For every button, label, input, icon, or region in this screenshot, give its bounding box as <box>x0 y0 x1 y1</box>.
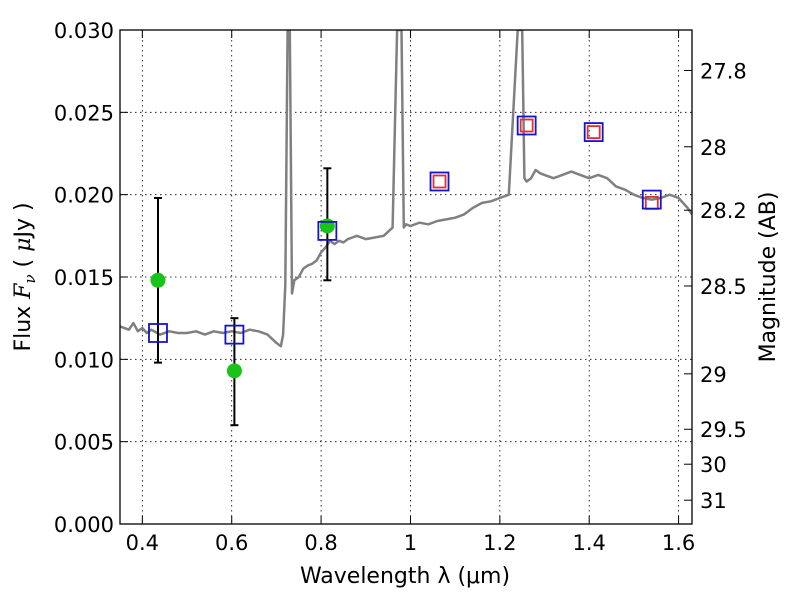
y-tick-label: 0.020 <box>54 184 114 208</box>
observed-point <box>319 218 335 234</box>
y2-tick-label: 29 <box>700 363 727 387</box>
y-tick-label: 0.015 <box>54 266 114 290</box>
y2-axis-label: Magnitude (AB) <box>756 192 781 363</box>
model-point <box>317 220 338 241</box>
y-tick-label: 0.000 <box>54 513 114 537</box>
x-tick-label: 1.2 <box>483 531 516 555</box>
x-tick-label: 1.6 <box>662 531 695 555</box>
x-axis-label: Wavelength λ (μm) <box>300 564 510 589</box>
nir-point <box>519 118 534 133</box>
model-point <box>641 189 662 210</box>
y-tick-label: 0.010 <box>54 348 114 372</box>
x-tick-label: 0.6 <box>215 531 248 555</box>
y-axis-label: Flux Fν ( μJy ) <box>11 202 39 351</box>
grid-lines <box>120 29 692 525</box>
observed-point <box>226 363 242 379</box>
plot-area <box>120 30 692 427</box>
x-tick-label: 0.8 <box>304 531 337 555</box>
x-tick-label: 0.4 <box>126 531 159 555</box>
model-point <box>516 115 537 136</box>
x-tick-label: 1.4 <box>573 531 606 555</box>
observed-point <box>150 272 166 288</box>
x-tick-label: 1 <box>404 531 417 555</box>
series-layer <box>120 30 692 427</box>
spectrum-line <box>120 30 692 348</box>
model-point <box>429 171 450 192</box>
y2-tick-label: 31 <box>700 489 727 513</box>
y2-tick-label: 29.5 <box>700 418 747 442</box>
axis-ticks: 0.4 0.6 0.8 1 1.2 1.4 1.6 0.000 0.005 0.010 0.015 0… <box>54 19 747 555</box>
nir-point <box>432 174 447 189</box>
y2-tick-label: 28 <box>700 136 727 160</box>
model-point <box>583 122 604 142</box>
y2-tick-label: 28.2 <box>700 199 747 223</box>
model-point <box>224 324 245 345</box>
y2-tick-label: 30 <box>700 453 727 477</box>
model-point <box>148 323 168 343</box>
y2-tick-label: 28.5 <box>700 275 747 299</box>
y-tick-label: 0.005 <box>54 431 114 455</box>
y-tick-label: 0.030 <box>54 19 114 43</box>
y-tick-label: 0.025 <box>54 101 114 125</box>
nir-point <box>586 125 601 139</box>
y2-tick-label: 27.8 <box>700 59 747 83</box>
